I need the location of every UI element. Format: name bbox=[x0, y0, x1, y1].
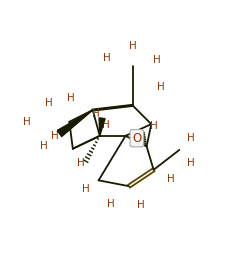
Text: H: H bbox=[103, 53, 111, 63]
Text: H: H bbox=[40, 142, 47, 151]
Text: H: H bbox=[167, 174, 174, 184]
Polygon shape bbox=[99, 118, 105, 136]
Text: H: H bbox=[77, 159, 85, 168]
Text: H: H bbox=[187, 158, 195, 168]
Text: H: H bbox=[23, 117, 31, 127]
Text: H: H bbox=[129, 41, 137, 51]
Text: H: H bbox=[150, 121, 158, 131]
Text: H: H bbox=[51, 131, 59, 141]
Text: H: H bbox=[102, 120, 109, 130]
Text: H: H bbox=[157, 82, 164, 92]
Text: H: H bbox=[67, 93, 75, 103]
Text: H: H bbox=[187, 133, 195, 143]
Text: H: H bbox=[153, 55, 160, 65]
Text: H: H bbox=[45, 97, 53, 108]
Text: H: H bbox=[137, 200, 145, 210]
Text: O: O bbox=[132, 132, 141, 145]
Text: H: H bbox=[92, 109, 100, 119]
Polygon shape bbox=[57, 110, 93, 136]
Text: H: H bbox=[107, 199, 115, 209]
Text: H: H bbox=[82, 184, 90, 194]
